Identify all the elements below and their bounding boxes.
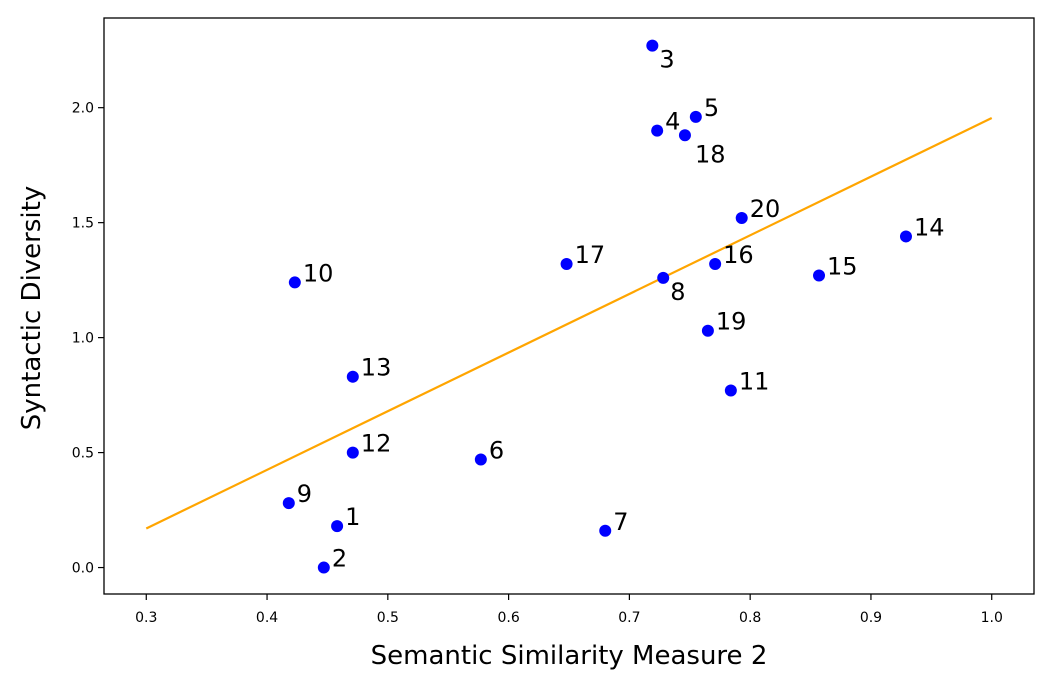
point-label-4: 4: [665, 108, 680, 136]
x-tick-label: 0.8: [739, 610, 761, 626]
y-tick-label: 1.0: [72, 331, 94, 347]
x-axis-title: Semantic Similarity Measure 2: [371, 641, 768, 671]
x-tick-label: 0.4: [256, 610, 278, 626]
point-label-16: 16: [723, 241, 754, 269]
point-label-14: 14: [914, 213, 945, 241]
point-label-19: 19: [716, 308, 747, 336]
point-label-13: 13: [361, 354, 392, 382]
y-axis-title: Syntactic Diversity: [17, 186, 47, 430]
data-point-17: [560, 258, 573, 271]
data-point-2: [317, 561, 330, 574]
point-label-10: 10: [303, 259, 334, 287]
point-label-2: 2: [332, 545, 347, 573]
trend-line: [145, 117, 993, 530]
data-point-19: [701, 324, 714, 337]
x-tick-label: 0.3: [135, 610, 157, 626]
point-label-8: 8: [670, 278, 685, 306]
y-tick-label: 1.5: [72, 216, 94, 232]
data-point-16: [709, 258, 722, 271]
data-point-3: [646, 39, 659, 52]
point-label-6: 6: [489, 436, 504, 464]
x-tick-label: 0.5: [377, 610, 399, 626]
data-point-7: [599, 524, 612, 537]
point-label-11: 11: [739, 368, 770, 396]
data-point-6: [474, 453, 487, 466]
data-point-18: [678, 129, 691, 142]
data-point-9: [282, 497, 295, 510]
data-point-4: [651, 124, 664, 137]
points-layer: [282, 39, 912, 574]
data-point-13: [346, 370, 359, 383]
plot-frame: [103, 17, 1035, 595]
point-label-12: 12: [361, 430, 392, 458]
x-tick-label: 0.7: [618, 610, 640, 626]
point-label-15: 15: [827, 253, 858, 281]
data-point-14: [899, 230, 912, 243]
trend-line-layer: [145, 117, 993, 530]
data-point-10: [288, 276, 301, 289]
point-label-20: 20: [750, 195, 781, 223]
point-label-7: 7: [613, 508, 628, 536]
data-point-12: [346, 446, 359, 459]
axes-layer: 0.3 0.4 0.5 0.6 0.7 0.8 0.9 1.0 0.0 0.5 1.0 1.5 2.0: [72, 17, 1035, 626]
y-tick-label: 2.0: [72, 101, 94, 117]
x-tick-label: 0.9: [860, 610, 882, 626]
data-point-15: [813, 269, 826, 282]
data-point-11: [724, 384, 737, 397]
x-tick-label: 1.0: [981, 610, 1003, 626]
data-point-1: [331, 520, 344, 533]
point-label-3: 3: [659, 46, 674, 74]
y-tick-label: 0.5: [72, 446, 94, 462]
point-label-1: 1: [345, 503, 360, 531]
point-label-9: 9: [297, 480, 312, 508]
data-point-20: [735, 212, 748, 225]
data-point-8: [657, 271, 670, 284]
point-label-18: 18: [695, 140, 726, 168]
y-tick-label: 0.0: [72, 561, 94, 577]
data-point-5: [689, 110, 702, 123]
x-tick-label: 0.6: [497, 610, 519, 626]
point-label-17: 17: [575, 241, 606, 269]
point-label-5: 5: [704, 94, 719, 122]
